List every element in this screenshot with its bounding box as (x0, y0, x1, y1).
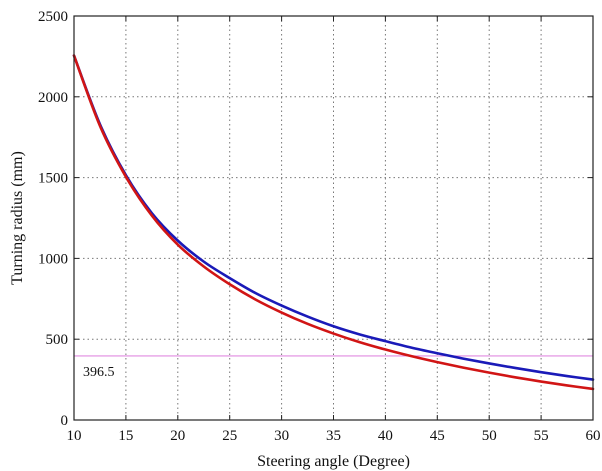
series-line-blue (72, 54, 595, 381)
y-tick-label: 2500 (38, 9, 68, 25)
x-tick-label: 35 (326, 428, 341, 444)
y-axis-title: Turning radius (mm) (9, 151, 26, 285)
series-group (72, 54, 595, 391)
y-tick-label: 2000 (38, 90, 68, 106)
grid (74, 16, 593, 420)
x-tick-label: 55 (534, 428, 549, 444)
y-tick-label: 1000 (38, 251, 68, 267)
x-tick-label: 25 (222, 428, 237, 444)
x-tick-labels: 10 15 20 25 30 35 40 45 50 55 60 (67, 16, 601, 444)
x-tick-label: 60 (586, 428, 601, 444)
y-tick-label: 0 (61, 413, 69, 429)
x-tick-label: 45 (430, 428, 445, 444)
x-tick-label: 40 (378, 428, 393, 444)
x-tick-label: 50 (482, 428, 497, 444)
y-tick-label: 500 (46, 332, 69, 348)
series-line-red (72, 54, 595, 391)
x-tick-label: 10 (67, 428, 82, 444)
reference-line-label: 396.5 (83, 365, 115, 380)
x-tick-label: 15 (118, 428, 133, 444)
y-tick-labels: 0 500 1000 1500 2000 2500 (38, 9, 593, 429)
x-tick-label: 30 (274, 428, 289, 444)
x-tick-label: 20 (170, 428, 185, 444)
x-axis-title: Steering angle (Degree) (257, 453, 410, 470)
y-tick-label: 1500 (38, 171, 68, 187)
